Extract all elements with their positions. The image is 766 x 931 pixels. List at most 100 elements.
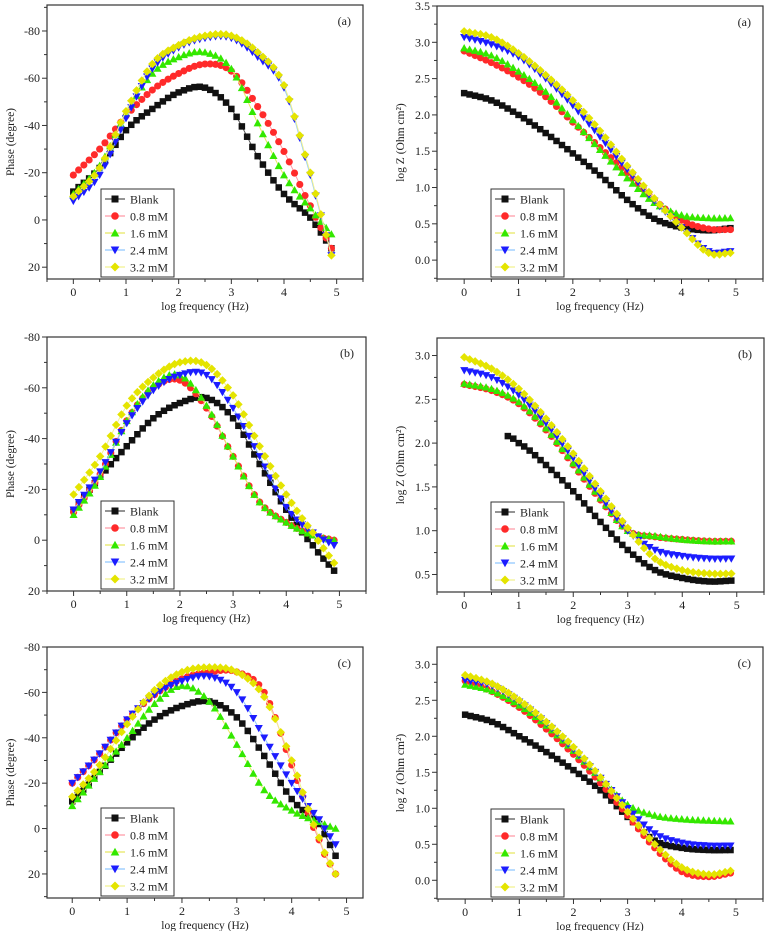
data-point — [324, 551, 334, 560]
data-point — [300, 150, 310, 159]
data-point — [261, 752, 268, 760]
data-point — [185, 85, 193, 92]
data-point — [530, 61, 540, 70]
data-point — [95, 760, 104, 770]
data-point — [671, 217, 681, 227]
y-tick-label: 1.5 — [415, 765, 430, 779]
data-point — [216, 712, 225, 720]
data-point — [326, 833, 335, 841]
data-point — [618, 516, 627, 526]
data-point — [579, 107, 588, 117]
data-point — [159, 98, 167, 105]
data-point — [149, 105, 156, 113]
data-point — [96, 468, 105, 476]
data-point — [673, 573, 681, 581]
legend-label: 3.2 mM — [130, 880, 168, 894]
data-point — [287, 806, 296, 814]
data-point — [542, 461, 550, 469]
data-point — [106, 151, 115, 159]
data-point — [558, 434, 567, 444]
data-point — [688, 567, 698, 577]
x-tick-label: 0 — [462, 905, 468, 919]
data-point — [672, 864, 680, 872]
data-point — [526, 447, 533, 454]
legend-label: Blank — [130, 505, 159, 519]
data-point — [80, 496, 89, 504]
data-point — [122, 719, 132, 729]
data-point — [536, 418, 545, 426]
data-point — [191, 83, 198, 91]
data-point — [303, 804, 313, 814]
data-point — [253, 47, 262, 57]
data-point — [693, 868, 703, 878]
data-point — [710, 870, 719, 879]
data-point — [183, 682, 192, 690]
data-point — [150, 685, 159, 695]
data-point — [212, 89, 219, 97]
data-point — [128, 412, 137, 420]
data-point — [201, 84, 209, 91]
x-tick-label: 1 — [123, 285, 129, 299]
data-point — [269, 128, 278, 136]
legend-marker — [110, 246, 120, 255]
data-point — [73, 786, 82, 795]
data-point — [238, 670, 247, 680]
data-point — [260, 734, 269, 742]
data-point — [585, 760, 594, 769]
data-point — [728, 577, 735, 584]
legend-label: 1.6 mM — [520, 847, 558, 861]
data-point — [218, 388, 227, 397]
y-tick-label: -60 — [24, 71, 40, 85]
data-point — [290, 169, 299, 177]
data-point — [80, 491, 89, 500]
data-point — [137, 76, 147, 85]
data-point — [645, 826, 654, 834]
data-point — [244, 420, 254, 430]
x-tick-label: 1 — [516, 285, 522, 299]
data-point — [133, 404, 142, 413]
data-point — [207, 364, 217, 374]
data-point — [596, 487, 605, 496]
data-point — [234, 400, 243, 409]
legend-label: 0.8 mM — [130, 829, 168, 843]
y-tick-label: -20 — [24, 166, 40, 180]
data-point — [591, 512, 599, 520]
y-tick-label: 2.5 — [415, 392, 430, 406]
data-point — [553, 137, 560, 145]
data-point — [228, 105, 235, 113]
y-tick-label: 20 — [28, 584, 40, 598]
data-point — [202, 401, 211, 409]
data-point — [255, 441, 264, 451]
legend-label: 2.4 mM — [130, 556, 168, 570]
data-point — [222, 99, 230, 106]
data-point — [251, 451, 258, 458]
data-point — [249, 678, 258, 688]
legend-marker — [500, 866, 510, 875]
data-point — [482, 372, 491, 380]
data-point — [607, 181, 615, 189]
data-point — [95, 171, 104, 180]
y-tick-label: -20 — [24, 776, 40, 790]
data-point — [693, 816, 703, 824]
data-point — [123, 442, 130, 450]
data-point — [192, 394, 200, 401]
data-point — [155, 694, 165, 702]
data-point — [132, 101, 141, 109]
data-point — [199, 672, 208, 681]
data-point — [154, 101, 161, 109]
data-point — [606, 146, 615, 154]
data-point — [176, 376, 184, 384]
data-point — [298, 788, 307, 797]
y-tick-label: -80 — [24, 24, 40, 38]
data-point — [330, 567, 338, 574]
data-point — [526, 739, 534, 746]
data-point — [499, 691, 508, 700]
data-point — [188, 674, 197, 682]
data-point — [144, 419, 152, 427]
data-point — [150, 415, 157, 422]
series-1-6-mm — [461, 680, 735, 825]
data-point — [260, 451, 270, 461]
data-point — [487, 51, 496, 59]
data-point — [306, 204, 315, 212]
